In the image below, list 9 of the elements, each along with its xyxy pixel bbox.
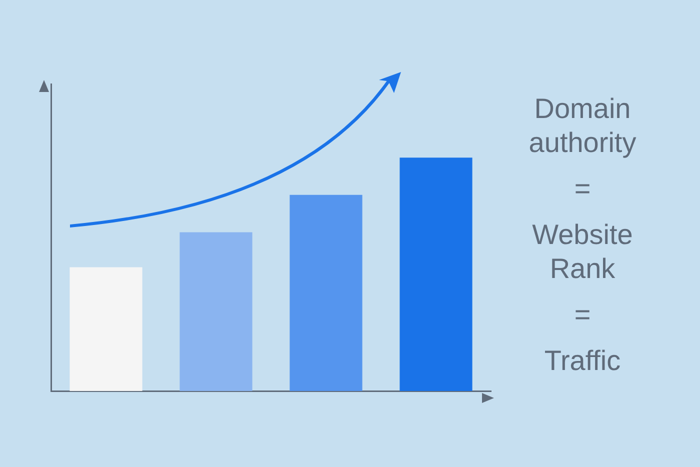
bar bbox=[180, 232, 252, 391]
text: = bbox=[573, 298, 592, 332]
text: Traffic bbox=[543, 344, 622, 378]
bar bbox=[400, 158, 472, 391]
bar bbox=[70, 267, 142, 391]
text: Website Rank bbox=[531, 218, 634, 286]
text: Domain authority bbox=[528, 92, 638, 160]
text: = bbox=[573, 172, 592, 206]
bar bbox=[290, 194, 362, 391]
